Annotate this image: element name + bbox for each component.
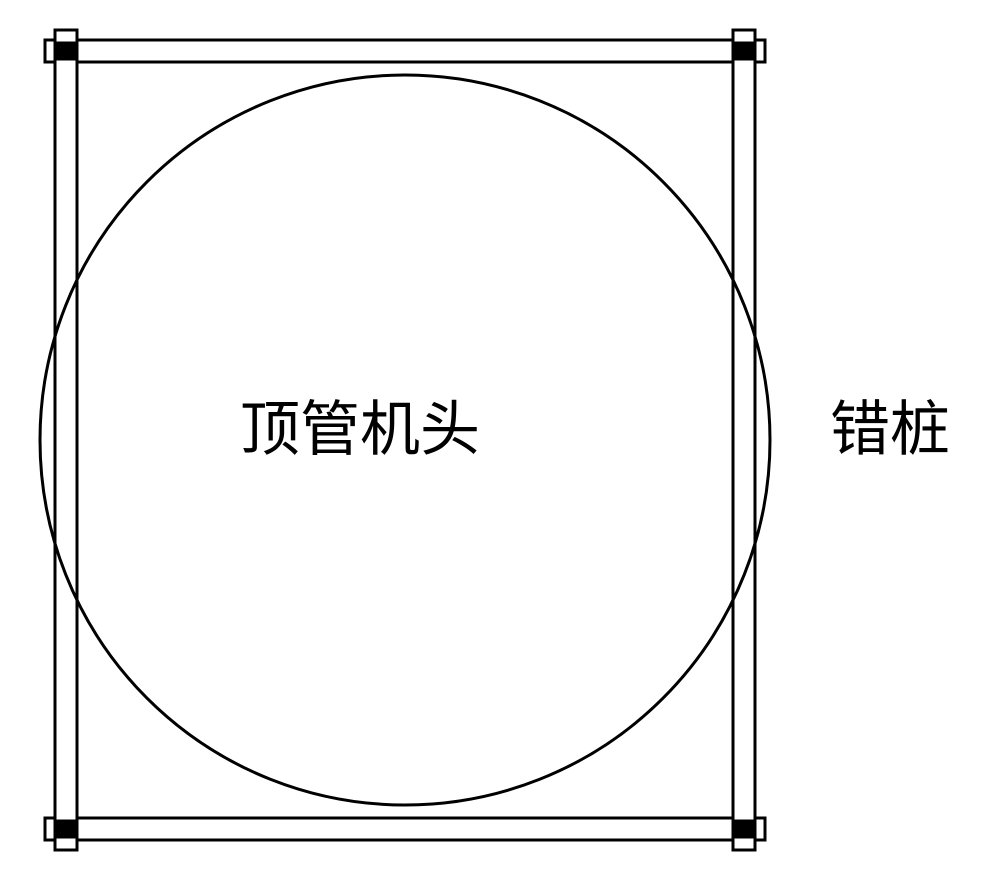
frame-beam	[55, 30, 77, 850]
frame-beam	[45, 40, 765, 62]
center-label: 顶管机头	[240, 400, 480, 460]
frame-beam	[45, 818, 765, 840]
anchor-pile	[58, 43, 74, 59]
frame-beam	[733, 30, 755, 850]
anchor-pile	[736, 821, 752, 837]
anchor-pile-label: 错桩	[830, 400, 950, 460]
diagram-canvas: 顶管机头 错桩	[0, 0, 1000, 889]
anchor-pile	[58, 821, 74, 837]
anchor-pile	[736, 43, 752, 59]
